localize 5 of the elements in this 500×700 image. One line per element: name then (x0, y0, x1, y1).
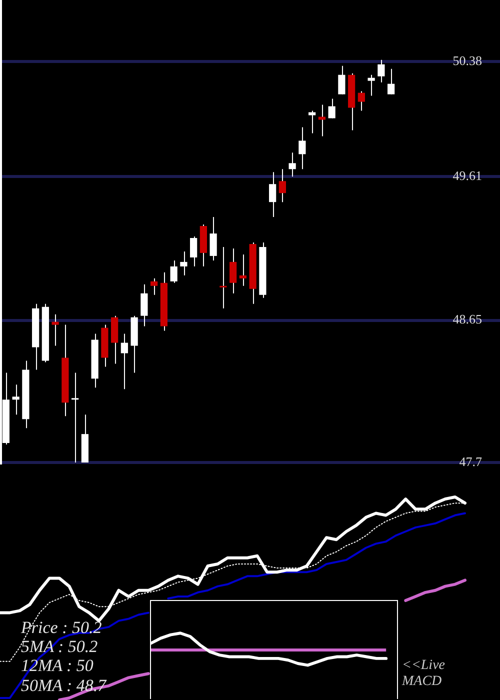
y-tick-label: 50.38 (452, 52, 482, 68)
y-tick-label: 49.61 (452, 168, 482, 184)
annotation: <<Live MACD (402, 658, 446, 690)
y-tick-label: 47.7 (459, 454, 482, 469)
y-tick-label: 48.65 (452, 312, 482, 327)
